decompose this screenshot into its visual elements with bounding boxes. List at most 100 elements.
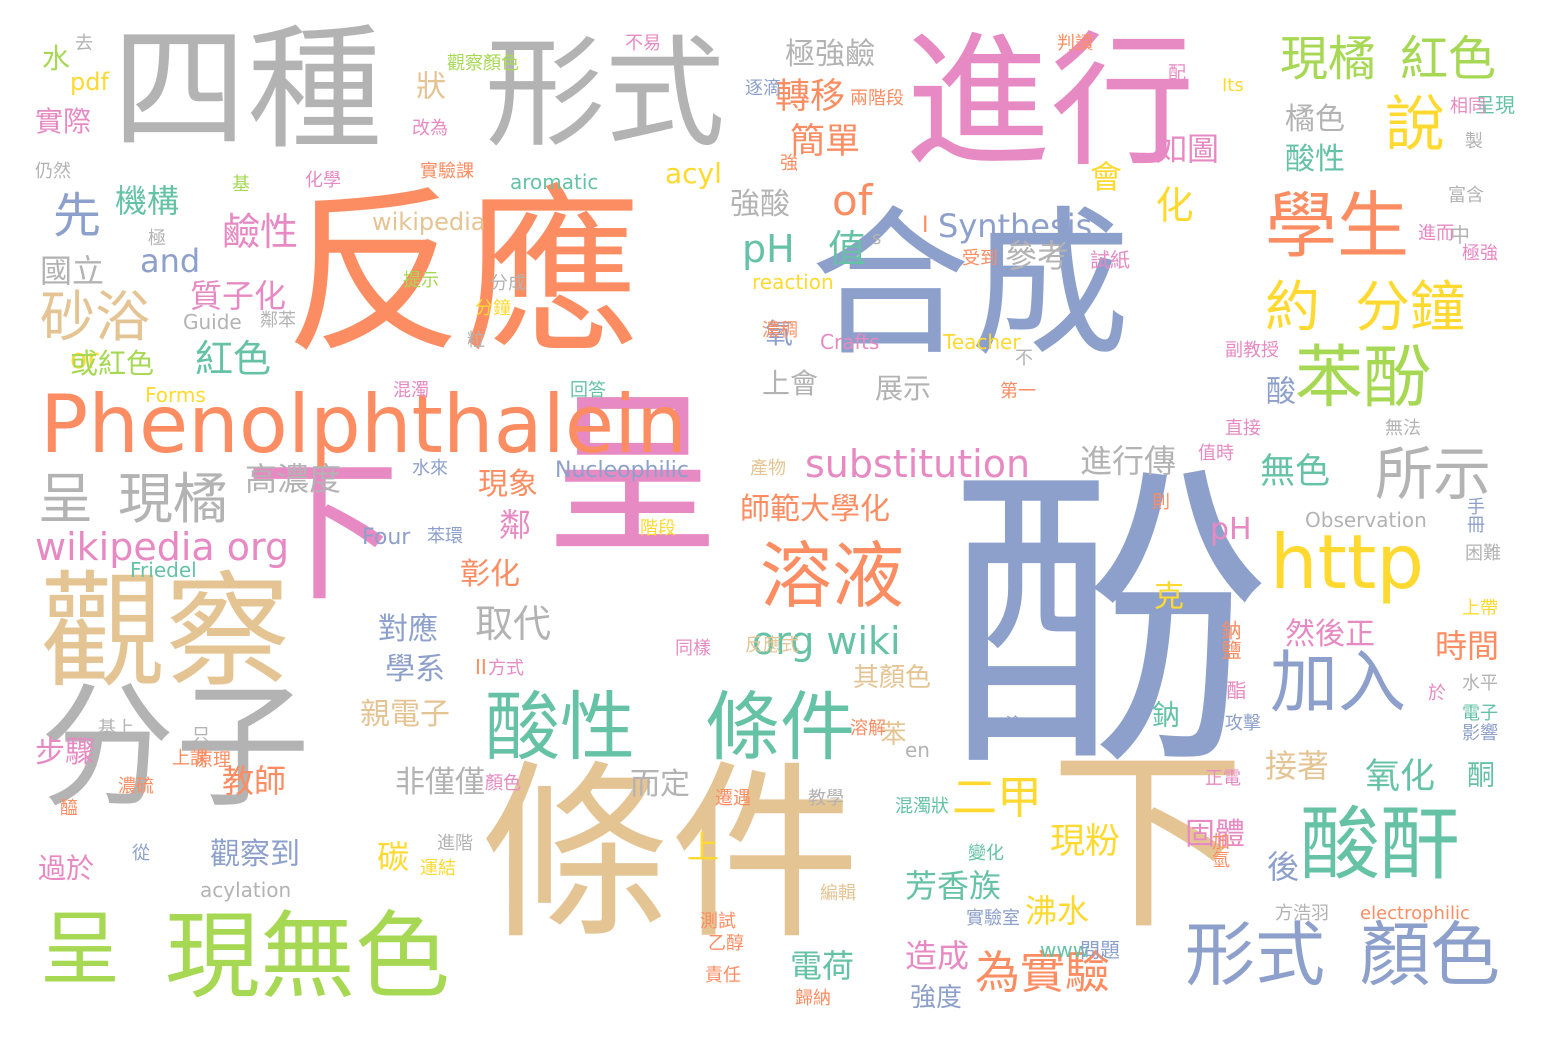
cloud-word: pH: [742, 227, 795, 271]
cloud-word: Four: [362, 525, 411, 550]
cloud-word: 試紙: [1090, 248, 1130, 272]
cloud-word: 分鐘: [1355, 275, 1466, 339]
cloud-word: reaction: [752, 270, 834, 294]
cloud-word: 逐滴: [745, 78, 781, 99]
cloud-word: 紅色: [195, 337, 272, 381]
cloud-word: 形式: [485, 25, 725, 164]
cloud-word: 受到: [962, 248, 998, 269]
cloud-word: 粒: [467, 330, 485, 351]
cloud-word: 上課: [172, 748, 208, 769]
cloud-word: 學生: [1265, 184, 1410, 268]
cloud-word: pH: [1210, 512, 1252, 547]
cloud-word: 極強鹼: [785, 37, 875, 72]
cloud-word: Friedel: [130, 558, 197, 582]
cloud-word: 為實驗: [975, 946, 1111, 999]
cloud-word: 酸性: [1285, 142, 1345, 177]
cloud-word: 酮: [1463, 760, 1496, 788]
cloud-word: Teacher: [943, 330, 1021, 354]
cloud-word: 值: [828, 227, 867, 271]
cloud-word: or: [70, 342, 99, 375]
cloud-word: 然後正: [1285, 617, 1375, 652]
cloud-word: 苯: [876, 720, 906, 746]
cloud-word: 如圖: [1155, 130, 1220, 168]
cloud-word: 進行: [905, 18, 1195, 187]
cloud-word: 氧: [765, 317, 794, 350]
cloud-word: 化: [1149, 185, 1193, 223]
cloud-word: en: [905, 738, 930, 762]
cloud-word: 鈉: [1148, 700, 1181, 728]
cloud-word: 正電: [1205, 768, 1241, 789]
cloud-word: 砂浴: [40, 285, 151, 349]
cloud-word: 條件: [480, 744, 861, 965]
cloud-word: acyl: [665, 157, 722, 190]
cloud-word: 苯環: [427, 526, 463, 547]
cloud-word: 回答: [570, 380, 606, 401]
cloud-word: substitution: [805, 442, 1031, 486]
cloud-word: 中: [1450, 223, 1470, 247]
cloud-word: 實驗室: [966, 908, 1020, 929]
cloud-word: 條件: [705, 683, 856, 771]
cloud-word: 現橘: [118, 467, 229, 531]
cloud-word: 約: [1265, 275, 1321, 339]
cloud-word: 溶液: [760, 534, 905, 618]
cloud-word: 影響: [1462, 723, 1498, 744]
cloud-word: 觀察到: [210, 837, 300, 872]
cloud-word: 呈: [40, 903, 120, 996]
cloud-word: 現象: [478, 467, 538, 502]
cloud-word: 責任: [705, 965, 741, 986]
cloud-word: 沸水: [1025, 892, 1090, 930]
cloud-word: Synthesis: [938, 207, 1093, 245]
cloud-word: 產物: [750, 458, 786, 479]
cloud-word: 上會: [762, 367, 819, 400]
cloud-word: 觀察顏色: [447, 53, 519, 74]
cloud-word: 電子: [1462, 703, 1498, 724]
cloud-word: 酸酐: [1300, 798, 1460, 891]
cloud-word: 副教授: [1225, 340, 1279, 361]
cloud-word: 教學: [808, 788, 844, 809]
cloud-word: 橘色: [1285, 102, 1345, 137]
cloud-word: 酚: [948, 439, 1268, 811]
cloud-word: 分鐘: [475, 298, 511, 319]
cloud-word: I: [922, 213, 929, 238]
cloud-word: 分成: [490, 273, 526, 294]
cloud-word: 狀: [410, 70, 445, 100]
cloud-word: 鹼性: [222, 210, 299, 254]
cloud-word: 說: [1385, 90, 1445, 160]
cloud-word: 機構: [115, 182, 180, 220]
cloud-word: 芳香族: [905, 867, 1002, 905]
cloud-word: Forms: [145, 383, 206, 407]
cloud-word: 水平: [1462, 673, 1498, 694]
cloud-word: 於: [1428, 683, 1446, 704]
cloud-word: 親電子: [360, 697, 450, 732]
cloud-word: 呈: [545, 376, 720, 579]
cloud-word: 現粉: [1050, 822, 1121, 862]
cloud-word: 濃硫: [118, 776, 154, 797]
cloud-word: 基上: [98, 718, 134, 739]
cloud-word: 或紅色: [70, 347, 155, 380]
cloud-word: 極: [148, 228, 166, 249]
cloud-word: 反應式: [745, 635, 799, 656]
cloud-word: org wiki: [752, 619, 901, 663]
cloud-word: 攻擊: [1225, 713, 1261, 734]
cloud-word: 混濁: [393, 380, 429, 401]
cloud-word: 教師: [222, 762, 287, 800]
cloud-word: 轉移: [775, 77, 846, 117]
cloud-word: 塗: [1005, 715, 1023, 736]
cloud-word: 提示: [403, 270, 439, 291]
cloud-word: 直接: [1225, 418, 1261, 439]
cloud-word: 時間: [1435, 627, 1500, 665]
cloud-word: 進而: [1418, 223, 1454, 244]
cloud-word: 後: [1262, 850, 1300, 882]
cloud-word: 不: [1015, 348, 1033, 369]
cloud-word: http: [1270, 518, 1424, 606]
cloud-word: 強酸: [730, 187, 790, 222]
cloud-word: 實驗課: [420, 161, 474, 182]
cloud-word: 師範大學化: [740, 492, 890, 527]
cloud-word: Phenolphthalein: [40, 378, 687, 471]
cloud-word: 歸納: [795, 988, 831, 1009]
cloud-word: 改為: [412, 118, 448, 139]
cloud-word: 醯: [60, 798, 78, 819]
cloud-word: s: [872, 228, 882, 249]
cloud-word: 進行傳: [1080, 442, 1177, 480]
